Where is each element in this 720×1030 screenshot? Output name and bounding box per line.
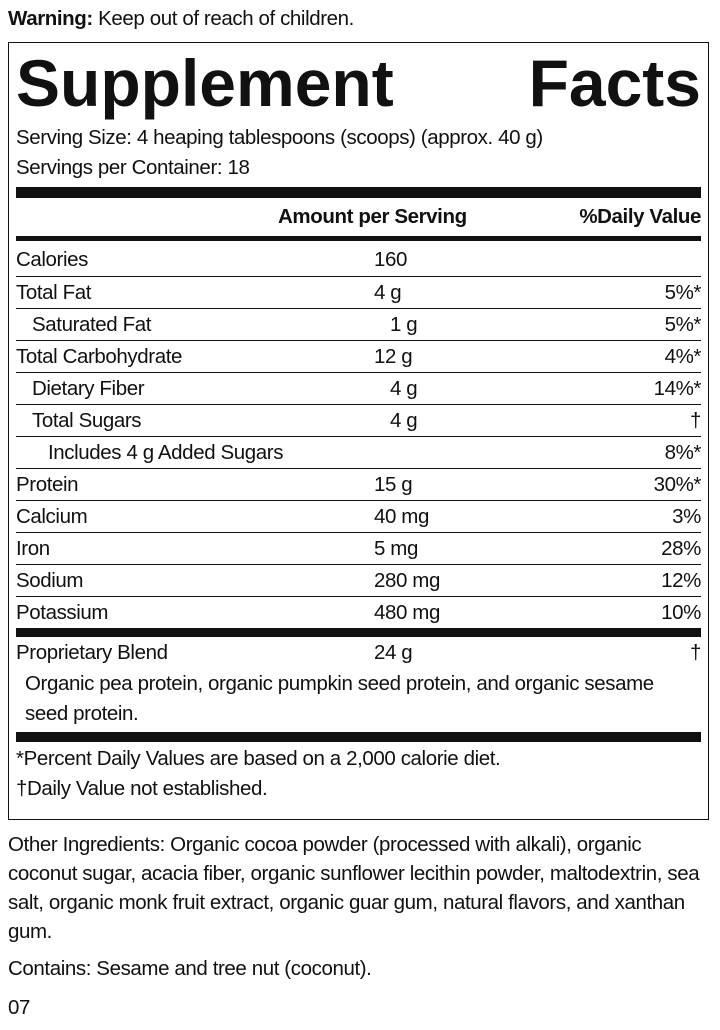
header-amount: Amount per Serving xyxy=(278,205,467,228)
label-code: 07 xyxy=(8,996,31,1019)
blend-description: Organic pea protein, organic pumpkin see… xyxy=(25,672,654,725)
nutrient-amount: 1 g xyxy=(390,313,418,336)
nutrient-name: Total Sugars xyxy=(32,409,142,432)
footnote: *Percent Daily Values are based on a 2,0… xyxy=(16,747,501,770)
nutrient-name: Total Fat xyxy=(16,281,92,304)
nutrient-name: Saturated Fat xyxy=(32,313,152,336)
nutrient-amount: 4 g xyxy=(390,377,418,400)
nutrient-rows: Calories 160 Total Fat 4 g 5%* Saturated Fat 1… xyxy=(16,244,701,628)
warning-text: Keep out of reach of children. xyxy=(98,7,354,30)
nutrient-daily-value: 28% xyxy=(661,537,701,560)
nutrient-name: Sodium xyxy=(16,569,84,592)
nutrient-daily-value: † xyxy=(689,409,701,432)
nutrient-row: Total Sugars 4 g † xyxy=(16,404,701,436)
nutrient-name: Protein xyxy=(16,473,79,496)
nutrient-amount: 40 mg xyxy=(374,505,429,528)
facts-panel: Supplement Facts Serving Size: 4 heaping… xyxy=(8,42,709,820)
header-daily-value: %Daily Value xyxy=(579,205,701,228)
footnote: †Daily Value not established. xyxy=(16,777,268,800)
serving-size: Serving Size: 4 heaping tablespoons (sco… xyxy=(16,126,543,149)
nutrient-amount: 280 mg xyxy=(374,569,440,592)
nutrient-name: Total Carbohydrate xyxy=(16,345,183,368)
nutrient-amount: 160 xyxy=(374,248,408,271)
footnotes: *Percent Daily Values are based on a 2,0… xyxy=(16,742,701,804)
nutrient-row: Total Fat 4 g 5%* xyxy=(16,276,701,308)
nutrient-daily-value: 4%* xyxy=(664,345,702,368)
blend-daily-value: † xyxy=(689,641,701,664)
divider xyxy=(16,732,701,742)
allergen-statement: Contains: Sesame and tree nut (coconut). xyxy=(8,957,372,980)
nutrient-amount: 15 g xyxy=(374,473,413,496)
nutrient-name: Calories xyxy=(16,248,88,271)
warning: Warning: Keep out of reach of children. xyxy=(8,7,354,31)
nutrient-row: Calcium 40 mg 3% xyxy=(16,500,701,532)
nutrient-row: Total Carbohydrate 12 g 4%* xyxy=(16,340,701,372)
nutrient-daily-value: 12% xyxy=(661,569,701,592)
nutrient-name: Dietary Fiber xyxy=(32,377,145,400)
divider xyxy=(16,236,701,241)
nutrient-row: Sodium 280 mg 12% xyxy=(16,564,701,596)
nutrient-row: Dietary Fiber 4 g 14%* xyxy=(16,372,701,404)
nutrient-row: Iron 5 mg 28% xyxy=(16,532,701,564)
nutrient-amount: 12 g xyxy=(374,345,413,368)
nutrient-daily-value: 3% xyxy=(672,505,701,528)
nutrient-daily-value: 8%* xyxy=(664,441,702,464)
nutrient-row: Calories 160 xyxy=(16,244,701,276)
nutrient-daily-value: 10% xyxy=(661,601,701,624)
nutrient-name: Calcium xyxy=(16,505,88,528)
blend-amount: 24 g xyxy=(374,641,413,664)
blend-row: Proprietary Blend 24 g † xyxy=(16,637,701,669)
nutrient-name: Iron xyxy=(16,537,50,560)
panel-title: Supplement Facts xyxy=(16,46,701,120)
nutrient-name: Potassium xyxy=(16,601,109,624)
servings-per-container: Servings per Container: 18 xyxy=(16,156,250,179)
nutrient-name: Includes 4 g Added Sugars xyxy=(48,441,284,464)
other-ingredients: Other Ingredients: Organic cocoa powder … xyxy=(8,833,700,943)
warning-label: Warning: xyxy=(8,7,93,30)
nutrient-row: Saturated Fat 1 g 5%* xyxy=(16,308,701,340)
nutrient-amount: 4 g xyxy=(390,409,418,432)
nutrient-daily-value: 5%* xyxy=(664,313,702,336)
divider xyxy=(16,628,701,637)
nutrient-row: Potassium 480 mg 10% xyxy=(16,596,701,628)
nutrient-amount: 4 g xyxy=(374,281,402,304)
nutrient-daily-value: 5%* xyxy=(664,281,702,304)
nutrient-amount: 5 mg xyxy=(374,537,418,560)
table-header: Amount per Serving %Daily Value xyxy=(16,198,701,236)
nutrient-daily-value: 30%* xyxy=(653,473,702,496)
nutrient-daily-value xyxy=(541,244,701,276)
nutrient-amount: 480 mg xyxy=(374,601,440,624)
divider xyxy=(16,187,701,198)
nutrient-row: Protein 15 g 30%* xyxy=(16,468,701,500)
nutrient-amount xyxy=(406,437,541,468)
nutrient-daily-value: 14%* xyxy=(653,377,702,400)
blend-name: Proprietary Blend xyxy=(16,641,168,664)
nutrient-row: Includes 4 g Added Sugars 8%* xyxy=(16,436,701,468)
